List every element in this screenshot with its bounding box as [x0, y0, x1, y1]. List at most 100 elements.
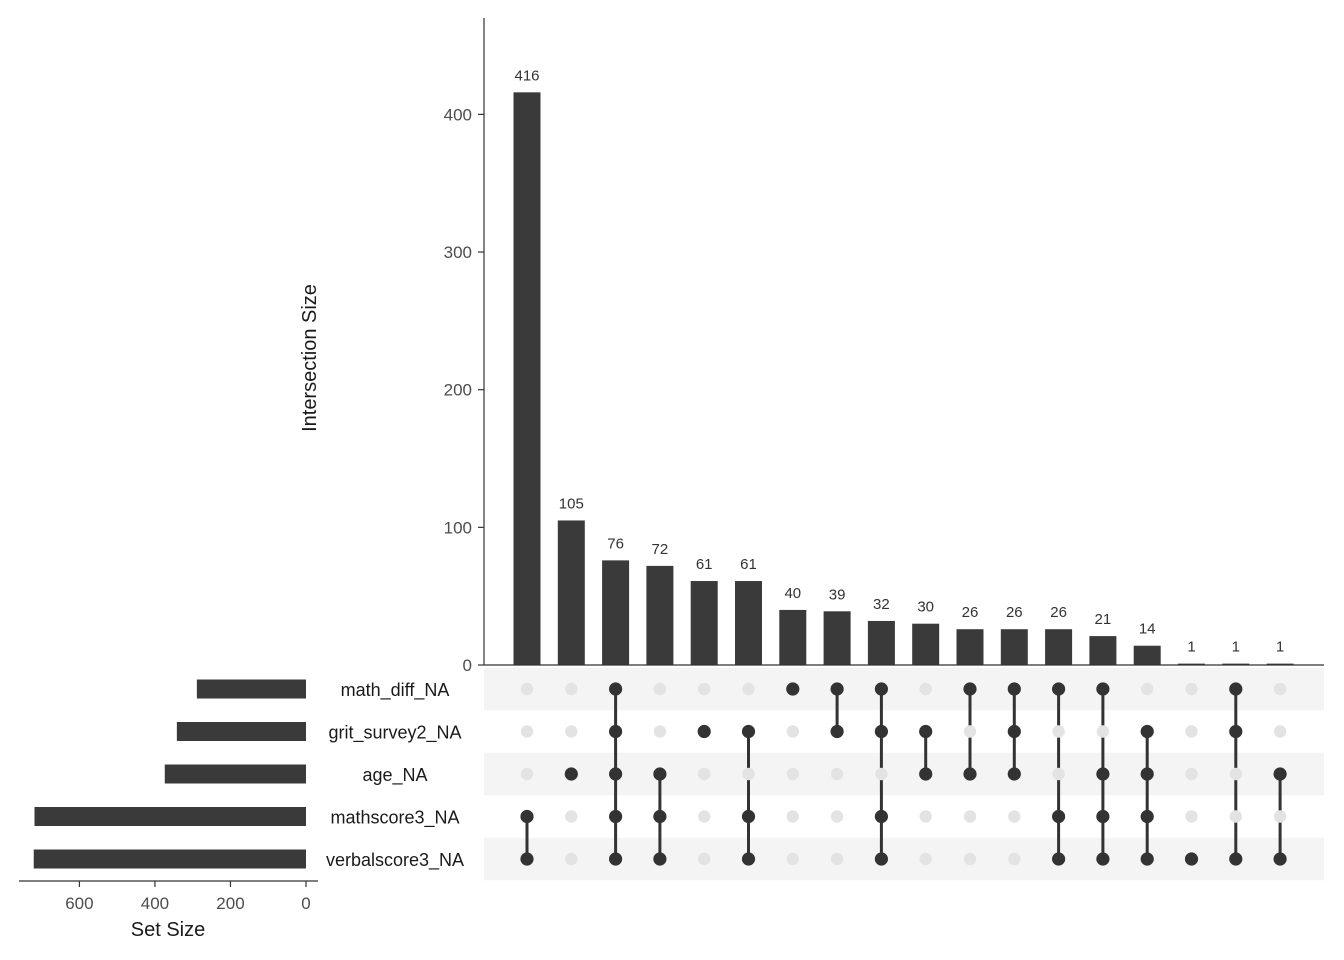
matrix-dot-inactive [1185, 767, 1198, 781]
matrix-dot-inactive [653, 682, 667, 696]
intersection-bar-label: 1 [1276, 639, 1284, 656]
matrix-dot-active [830, 724, 844, 739]
matrix-dot-active [874, 682, 889, 696]
intersection-bar-label: 105 [559, 495, 584, 512]
intersection-bar [823, 611, 851, 665]
matrix-dot-active [564, 767, 578, 781]
matrix-dot-active [874, 724, 889, 739]
matrix-dot-inactive [963, 852, 977, 866]
intersection-bar [956, 629, 984, 665]
y-axis-title: Intersection Size [299, 284, 321, 432]
matrix-dot-active [1052, 682, 1066, 696]
intersection-bar-label: 26 [1050, 604, 1067, 621]
intersection-bar [690, 581, 718, 665]
set-label: verbalscore3_NA [326, 850, 464, 871]
intersection-bar-labels: 416 105 76 72 61 61 40 39 32 30 26 26 26 21 14 1 1 1 [514, 67, 1284, 655]
matrix-dot-active [653, 852, 667, 866]
matrix-dot-active [1273, 852, 1287, 866]
matrix-dot-active [1096, 852, 1110, 866]
set-size-tick-label: 600 [65, 894, 93, 913]
matrix-dot-active [1007, 724, 1021, 739]
matrix-dot-inactive [565, 725, 578, 738]
matrix-dot-inactive [1008, 810, 1021, 823]
matrix-dot-inactive [786, 852, 799, 866]
matrix-dot-active [609, 724, 623, 739]
matrix-dot-inactive [1273, 682, 1287, 696]
matrix-stripe [484, 837, 1324, 881]
intersection-bar [779, 609, 807, 665]
matrix-dot-inactive [520, 682, 534, 696]
matrix-dot-active [919, 767, 933, 781]
matrix-dot-active [609, 682, 623, 696]
matrix-dot-inactive [963, 725, 977, 738]
intersection-bar-label: 40 [784, 585, 801, 602]
y-tick-label: 400 [444, 105, 472, 124]
matrix-dot-inactive [698, 852, 711, 866]
intersection-bar-label: 26 [962, 604, 979, 621]
matrix-dot-active [830, 682, 844, 696]
intersection-bar [1000, 629, 1028, 665]
set-size-bar [34, 807, 306, 826]
matrix-dot-inactive [786, 767, 799, 781]
set-size-bar [33, 849, 306, 869]
matrix-dot-inactive [1008, 852, 1021, 866]
matrix-dot-active [653, 767, 667, 781]
set-label: age_NA [362, 765, 427, 786]
matrix-dot-active [1052, 852, 1066, 866]
matrix-dot-inactive [1273, 725, 1287, 738]
matrix-dot-inactive [520, 725, 534, 738]
y-tick-label: 300 [444, 243, 472, 262]
matrix-dot-inactive [1052, 767, 1065, 781]
set-size-tick-label: 400 [141, 894, 169, 913]
matrix-dot-inactive [1185, 725, 1198, 738]
intersection-bar [1266, 663, 1294, 665]
matrix-dot-active [520, 852, 534, 866]
intersection-bar-label: 61 [740, 556, 757, 573]
matrix-dot-active [741, 852, 756, 866]
intersection-bar [735, 581, 762, 665]
matrix-dot-inactive [830, 852, 844, 866]
matrix-dot-active [786, 682, 800, 696]
matrix-dot-active [520, 809, 534, 824]
set-label: grit_survey2_NA [328, 723, 461, 744]
matrix-dot-inactive [1096, 725, 1110, 738]
set-size-tick-label: 0 [301, 894, 310, 913]
y-tick-label: 0 [463, 656, 472, 675]
matrix-dot-inactive [653, 725, 667, 738]
matrix-dot-inactive [786, 810, 799, 823]
set-label: math_diff_NA [341, 680, 450, 701]
matrix-dot-active [874, 852, 889, 866]
intersection-bar-label: 14 [1139, 621, 1156, 638]
matrix-dot-inactive [1185, 682, 1198, 696]
intersection-bar [1133, 645, 1161, 665]
matrix-dot-inactive [698, 767, 711, 781]
matrix-dot-inactive [520, 767, 534, 781]
matrix-dot-active [697, 724, 711, 739]
intersection-bar [1222, 663, 1250, 665]
matrix-dot-inactive [742, 767, 755, 781]
set-size-bar [176, 722, 306, 741]
set-size-bars [33, 679, 306, 869]
matrix-dot-inactive [565, 682, 578, 696]
set-size-title: Set Size [131, 919, 205, 941]
matrix-dot-inactive [742, 682, 755, 696]
matrix-dot-active [1052, 809, 1066, 824]
matrix-dot-inactive [1273, 810, 1287, 823]
matrix-dot-inactive [698, 810, 711, 823]
intersection-bar [557, 520, 585, 665]
intersection-bar [1045, 629, 1073, 665]
intersection-bar-label: 30 [917, 599, 934, 616]
matrix-stripe [484, 752, 1324, 796]
matrix-dot-active [1096, 682, 1110, 696]
intersection-bar-label: 72 [652, 541, 669, 558]
matrix-dot-inactive [963, 810, 977, 823]
set-labels: math_diff_NA grit_survey2_NA age_NAmathsco… [326, 680, 464, 871]
matrix-dot-inactive [1229, 810, 1243, 823]
matrix-dot-inactive [919, 810, 932, 823]
matrix-dot-inactive [1185, 810, 1198, 823]
matrix-dot-active [653, 809, 667, 824]
matrix-dot-active [741, 724, 756, 739]
matrix-dot-inactive [919, 852, 932, 866]
set-size-tick-label: 200 [216, 894, 244, 913]
